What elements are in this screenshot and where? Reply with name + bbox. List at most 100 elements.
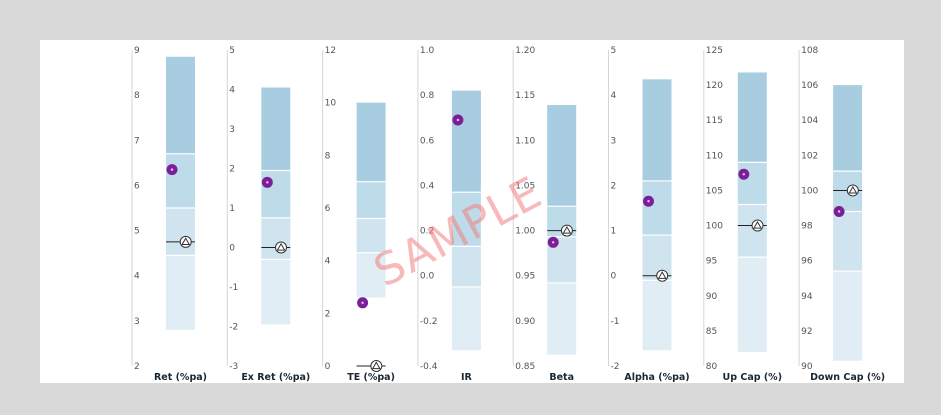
y-tick-label: 1.10 [515,136,535,146]
range-band-4 [547,105,577,207]
y-tick-label: 10 [325,99,337,109]
y-tick-label: 115 [706,116,723,126]
y-tick-label: 0 [325,362,331,372]
y-tick-label: 4 [134,272,140,282]
chart-panel: 2 3 4 5 6 7 8 9 Ret (%pa) -3 -2 -1 0 1 2 3 4 5 Ex Ret (%pa… [40,40,904,383]
y-tick-label: 8 [325,151,331,161]
benchmark-triangle [181,237,191,245]
range-band-2 [261,217,291,260]
range-band-1 [451,287,481,351]
fund-dot-center [361,301,364,304]
benchmark-triangle [657,271,667,279]
y-tick-label: 104 [801,116,818,126]
range-band-4 [261,87,291,171]
benchmark-triangle [371,361,381,370]
y-tick-label: 7 [134,136,140,146]
benchmark-triangle [276,242,286,251]
range-band-4 [642,79,672,181]
x-axis-label: Ret (%pa) [154,372,207,383]
fund-dot-center [266,181,269,184]
range-band-1 [261,259,291,325]
x-axis-label: TE (%pa) [347,372,395,383]
benchmark-triangle [848,185,858,194]
y-tick-label: 0.8 [420,91,435,101]
x-axis-label: Up Cap (%) [723,372,783,383]
y-tick-label: 100 [706,222,723,232]
y-tick-label: -0.4 [420,362,438,372]
y-tick-label: 105 [706,186,723,196]
x-axis-label: Ex Ret (%pa) [241,372,310,383]
range-band-4 [356,102,386,182]
y-tick-label: 98 [801,222,813,232]
fund-dot-center [456,118,460,122]
range-band-2 [451,246,481,287]
y-tick-label: 102 [801,151,818,161]
y-tick-label: 85 [706,327,717,337]
y-tick-label: 0.95 [515,272,535,282]
x-axis-label: Alpha (%pa) [624,372,689,383]
y-tick-label: 110 [706,151,723,161]
y-tick-label: 4 [611,91,617,101]
range-band-3 [166,153,195,208]
y-tick-label: 6 [134,181,140,191]
y-tick-label: 4 [325,257,331,267]
y-tick-label: 100 [801,186,818,196]
x-axis-label: Beta [549,372,574,383]
y-tick-label: 0.90 [515,317,535,327]
range-band-2 [356,218,386,253]
fund-dot-center [647,200,650,203]
range-band-4 [166,56,195,154]
fund-dot-center [837,210,841,213]
y-tick-label: 0.85 [515,362,535,372]
y-tick-label: -3 [229,362,238,372]
y-tick-label: 120 [706,81,723,91]
y-tick-label: 3 [134,317,140,327]
range-band-4 [737,72,767,163]
y-tick-label: -2 [611,362,620,372]
y-tick-label: 1.05 [515,181,535,191]
y-tick-label: -0.2 [420,317,438,327]
y-tick-label: 1 [611,227,617,237]
range-band-3 [451,192,481,247]
y-tick-label: -1 [229,283,238,293]
y-tick-label: 1.15 [515,91,535,101]
range-band-1 [166,255,195,330]
y-tick-label: 90 [801,362,813,372]
x-axis-label: Down Cap (%) [810,372,885,383]
benchmark-triangle [753,220,762,229]
x-axis-label: IR [461,372,473,383]
y-tick-label: 1.20 [515,46,535,56]
y-tick-label: 1.0 [420,46,435,56]
range-band-1 [833,271,863,361]
y-tick-label: 3 [229,125,235,135]
y-tick-label: 90 [706,292,718,302]
y-tick-label: 0 [611,272,617,282]
range-band-1 [642,280,672,351]
y-tick-label: 108 [801,46,818,56]
y-tick-label: 1 [229,204,235,214]
y-tick-label: 2 [229,165,235,175]
y-tick-label: 5 [229,46,235,56]
range-band-1 [356,252,386,298]
y-tick-label: 1.00 [515,227,535,237]
y-tick-label: 80 [706,362,718,372]
y-tick-label: 8 [134,91,140,101]
y-tick-label: 5 [134,227,140,237]
range-band-4 [833,85,863,172]
range-band-3 [642,180,672,236]
y-tick-label: 0.6 [420,136,435,146]
y-tick-label: -2 [229,323,238,333]
y-tick-label: 2 [134,362,140,372]
y-tick-label: 12 [325,46,336,56]
y-tick-label: 5 [611,46,617,56]
range-band-2 [166,208,195,256]
fund-dot-center [170,168,174,171]
y-tick-label: 106 [801,81,818,91]
y-tick-label: 92 [801,327,812,337]
y-tick-label: 3 [611,136,617,146]
y-tick-label: 4 [229,86,235,96]
y-tick-label: 0.4 [420,181,435,191]
benchmark-triangle [562,225,572,234]
range-band-3 [356,181,386,219]
